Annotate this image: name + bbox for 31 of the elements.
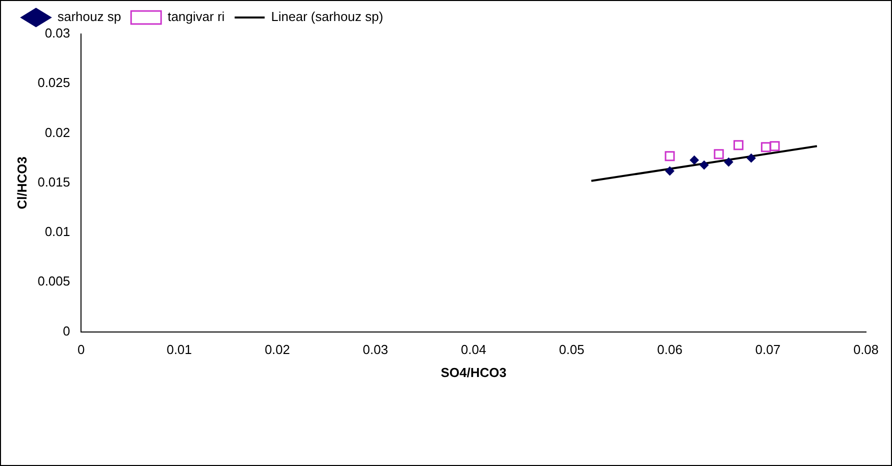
y-tick-label: 0.03 [44, 26, 70, 41]
x-tick-label: 0.07 [755, 342, 781, 358]
x-axis-title: SO4/HCO3 [440, 364, 506, 380]
y-tick-label: 0 [62, 323, 70, 338]
point [770, 141, 780, 152]
point [700, 160, 709, 170]
point [690, 156, 699, 165]
x-tick-label: 0.08 [853, 342, 879, 358]
y-axis-title: Cl/HCO3 [14, 156, 30, 210]
point [733, 140, 744, 150]
point [724, 158, 734, 167]
point [746, 154, 756, 163]
x-tick-label: 0.04 [460, 342, 486, 358]
x-tick-label: 0.02 [264, 342, 290, 358]
y-tick-label: 0.02 [44, 124, 70, 140]
y-tick-label: 0.015 [38, 174, 70, 190]
y-tick-label: 0.025 [38, 75, 70, 90]
x-tick-label: 0 [78, 342, 85, 358]
legend-label: Linear (sarhouz sp) [271, 9, 384, 24]
legend-label: tangivar ri [168, 9, 225, 24]
point [714, 149, 724, 160]
x-tick-label: 0.01 [166, 342, 192, 358]
point [665, 166, 674, 176]
point [664, 151, 675, 162]
x-tick-label: 0.06 [657, 342, 682, 358]
x-tick-label: 0.05 [559, 342, 584, 358]
y-tick-label: 0.005 [38, 274, 70, 289]
x-tick-label: 0.03 [362, 342, 388, 358]
legend-label: sarhouz sp [58, 9, 122, 24]
point [760, 142, 771, 152]
y-tick-label: 0.01 [44, 224, 70, 240]
